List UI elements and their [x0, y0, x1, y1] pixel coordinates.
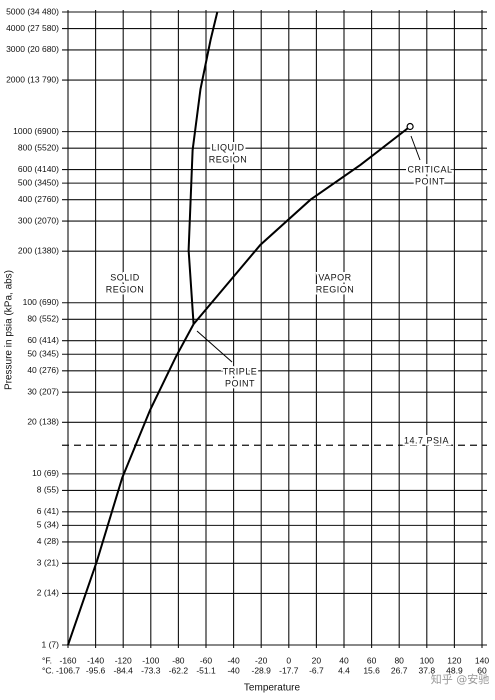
x-tick-label-celsius: -17.7 [279, 665, 299, 675]
x-tick-label: 140 [475, 655, 489, 665]
y-tick-label: 1000 (6900) [13, 126, 59, 136]
x-tick-label: 80 [394, 655, 404, 665]
arrow [196, 330, 233, 363]
x-tick-label-celsius: -106.7 [56, 665, 80, 675]
y-tick-label: 2000 (13 790) [6, 74, 59, 84]
x-tick-label-celsius: -73.3 [141, 665, 161, 675]
region-label: REGION [316, 284, 355, 294]
x-tick-label-celsius: -95.6 [86, 665, 106, 675]
y-tick-label: 8 (55) [37, 485, 59, 495]
x-unit-f: °F. [42, 655, 52, 665]
region-label: REGION [209, 154, 248, 164]
x-tick-label: -60 [200, 655, 213, 665]
y-tick-label: 100 (690) [23, 297, 60, 307]
y-tick-label: 2 (14) [37, 588, 59, 598]
x-tick-label: -80 [172, 655, 185, 665]
region-label: REGION [106, 284, 145, 294]
region-label: POINT [415, 176, 445, 186]
x-tick-label: -120 [115, 655, 132, 665]
y-tick-label: 40 (276) [27, 365, 59, 375]
y-tick-label: 1 (7) [42, 639, 60, 649]
x-tick-label: 100 [420, 655, 434, 665]
y-axis-title: Pressure in psia (kPa, abs) [4, 270, 15, 390]
y-tick-label: 20 (138) [27, 417, 59, 427]
x-tick-label-celsius: 60 [477, 665, 487, 675]
x-tick-label-celsius: -84.4 [114, 665, 134, 675]
region-label: TRIPLE [223, 366, 258, 376]
region-label: LIQUID [211, 142, 244, 152]
x-tick-label-celsius: 48.9 [446, 665, 463, 675]
phase-curve [187, 11, 219, 325]
x-tick-label: -140 [87, 655, 104, 665]
x-tick-label-celsius: -51.1 [196, 665, 216, 675]
y-tick-label: 5 (34) [37, 520, 59, 530]
y-tick-label: 3000 (20 680) [6, 44, 59, 54]
region-label: SOLID [110, 272, 140, 282]
y-tick-label: 800 (5520) [18, 142, 59, 152]
y-tick-label: 200 (1380) [18, 245, 59, 255]
x-tick-label: -40 [227, 655, 240, 665]
y-tick-label: 4 (28) [37, 536, 59, 546]
y-tick-label: 10 (69) [32, 468, 59, 478]
y-tick-label: 4000 (27 580) [6, 23, 59, 33]
reference-label: 14.7 PSIA [404, 436, 449, 446]
y-tick-label: 5000 (34 480) [6, 6, 59, 16]
watermark: 知乎 @安驰 [431, 672, 490, 686]
x-axis-title: Temperature [244, 683, 301, 694]
y-tick-label: 30 (207) [27, 386, 59, 396]
y-tick-label: 400 (2760) [18, 194, 59, 204]
phase-curve [67, 323, 195, 646]
x-tick-label: 0 [286, 655, 291, 665]
x-unit-c: °C. [42, 665, 54, 675]
region-label: CRITICAL [407, 164, 452, 174]
x-tick-label: -100 [142, 655, 159, 665]
x-tick-label-celsius: 37.8 [419, 665, 436, 675]
x-tick-label-celsius: -28.9 [252, 665, 272, 675]
phase-curve [192, 125, 411, 325]
x-tick-label-celsius: -6.7 [309, 665, 324, 675]
x-tick-label-celsius: 26.7 [391, 665, 408, 675]
x-tick-label-celsius: -62.2 [169, 665, 189, 675]
x-tick-label: 60 [367, 655, 377, 665]
y-tick-label: 600 (4140) [18, 164, 59, 174]
y-tick-label: 80 (552) [27, 314, 59, 324]
y-tick-label: 3 (21) [37, 558, 59, 568]
y-tick-label: 500 (3450) [18, 177, 59, 187]
y-tick-label: 6 (41) [37, 506, 59, 516]
arrow [410, 135, 421, 161]
y-tick-label: 300 (2070) [18, 215, 59, 225]
x-tick-label: 120 [447, 655, 461, 665]
x-tick-label-celsius: 4.4 [338, 665, 350, 675]
y-tick-label: 50 (345) [27, 349, 59, 359]
x-tick-label: -20 [255, 655, 268, 665]
region-label: POINT [225, 378, 255, 388]
region-label: VAPOR [318, 272, 351, 282]
y-tick-label: 60 (414) [27, 335, 59, 345]
x-tick-label: -160 [59, 655, 76, 665]
x-tick-label: 40 [339, 655, 349, 665]
x-tick-label-celsius: 15.6 [363, 665, 380, 675]
x-tick-label: 20 [312, 655, 322, 665]
critical-point [406, 122, 414, 131]
x-tick-label-celsius: -40 [227, 665, 240, 675]
